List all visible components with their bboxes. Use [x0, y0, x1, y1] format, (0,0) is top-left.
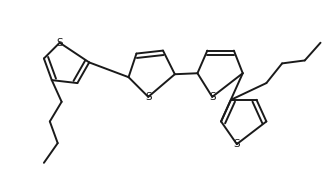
Text: S: S [209, 92, 215, 102]
Text: S: S [56, 38, 63, 48]
Text: S: S [234, 139, 240, 149]
Text: S: S [145, 92, 152, 102]
